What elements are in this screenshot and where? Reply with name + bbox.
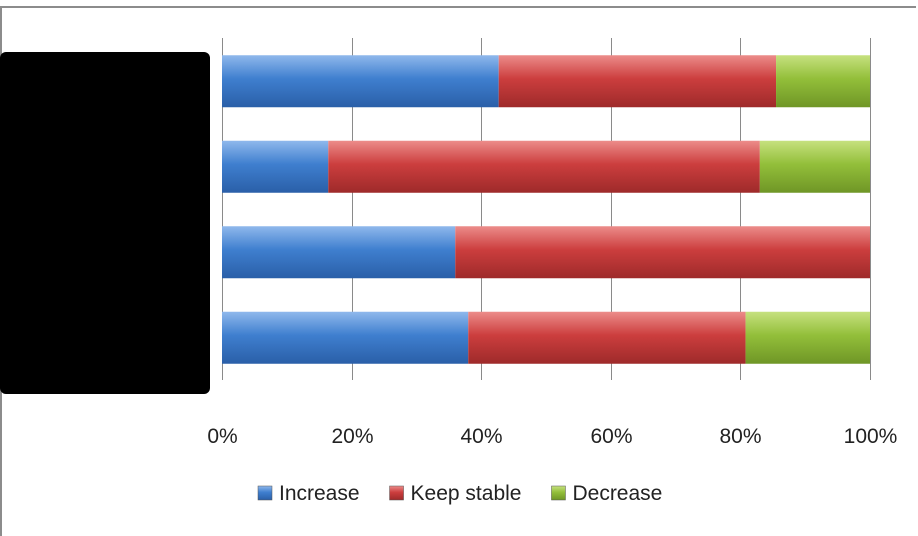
x-tick-label: 100% <box>844 425 898 448</box>
x-tick-label: 40% <box>460 425 502 448</box>
legend: Increase Keep stable Decrease <box>257 482 662 505</box>
legend-label: Decrease <box>572 482 662 505</box>
bar-decrease <box>759 140 870 193</box>
legend-swatch <box>257 485 273 501</box>
bar-increase <box>222 55 499 108</box>
bar-keep-stable <box>455 226 870 279</box>
bar-keep-stable <box>328 140 760 193</box>
bar-keep-stable <box>498 55 777 108</box>
x-tick-label: 20% <box>331 425 373 448</box>
x-tick-label: 80% <box>719 425 761 448</box>
bar-increase <box>222 226 456 279</box>
bar-decrease <box>776 55 870 108</box>
legend-swatch <box>389 485 404 501</box>
bar-keep-stable <box>468 311 746 364</box>
bars <box>222 55 870 364</box>
legend-swatch <box>551 485 566 501</box>
bar-increase <box>222 140 329 193</box>
legend-label: Increase <box>279 482 360 505</box>
redaction-box <box>0 52 210 394</box>
x-tick-label: 0% <box>207 425 237 448</box>
legend-label: Keep stable <box>411 482 522 505</box>
bar-decrease <box>745 311 870 364</box>
x-tick-label: 60% <box>590 425 632 448</box>
x-tick-labels: 0% 20% 40% 60% 80% 100% <box>207 425 897 448</box>
bar-increase <box>222 311 469 364</box>
